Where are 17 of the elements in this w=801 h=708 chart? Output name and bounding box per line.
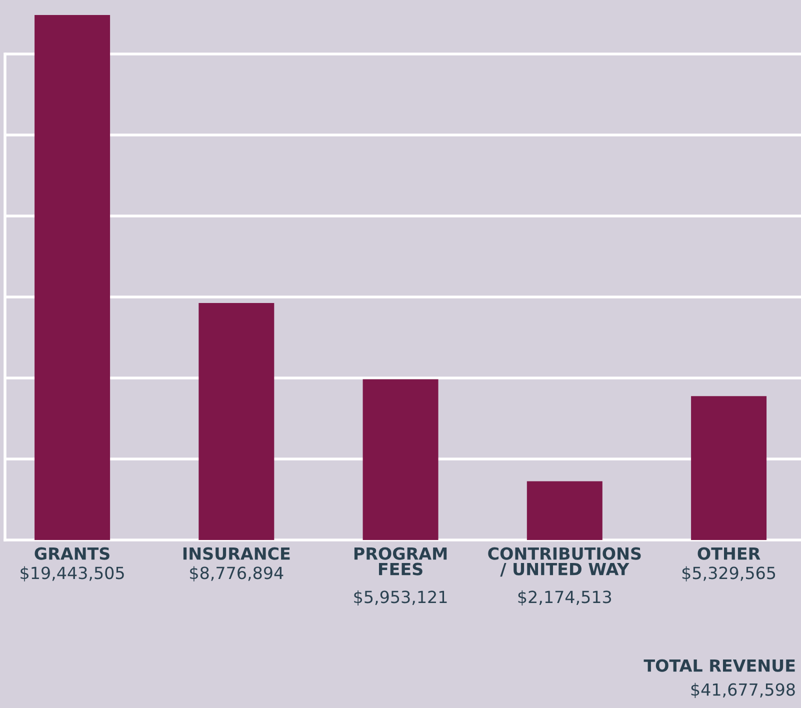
x-tick-label: CONTRIBUTIONS / UNITED WAY (488, 547, 641, 577)
text: TOTAL REVENUE (644, 659, 795, 672)
bar (34, 15, 110, 540)
text: $41,677,598 (691, 682, 795, 698)
data-label: $8,776,894 (190, 566, 284, 582)
bar (691, 396, 767, 540)
bar (198, 303, 274, 540)
data-label: $5,329,565 (682, 566, 776, 582)
bar (362, 379, 438, 540)
data-label: $5,953,121 (354, 590, 447, 606)
bar (526, 481, 602, 540)
data-label: $19,443,505 (20, 566, 124, 582)
data-label: $2,174,513 (518, 590, 612, 606)
x-tick-label: GRANTS (34, 547, 110, 560)
x-tick-label: PROGRAM FEES (354, 547, 447, 576)
x-tick-label: OTHER (698, 547, 760, 560)
x-tick-label: INSURANCE (183, 547, 290, 560)
